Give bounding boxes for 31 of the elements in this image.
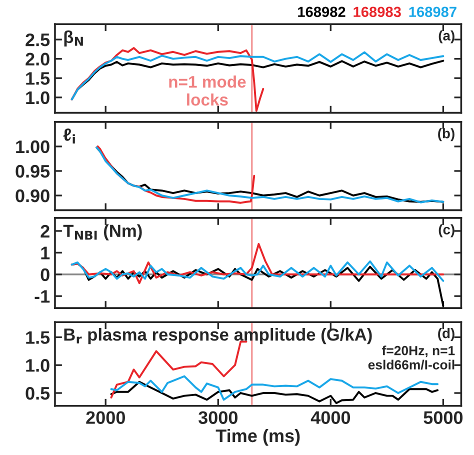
x-tick-label: 3000 [198,411,238,424]
annotation: T$_{NBI}$ (Nm) [63,224,142,240]
x-tick-label: 4000 [310,411,350,424]
y-tick-label: 0 [40,268,50,282]
y-tick-label: 2.0 [26,52,50,66]
annotation: (c) [438,224,454,238]
annotation: f=20Hz, n=1 esld66m/I-coil [368,346,455,370]
y-tick-label: 1 [41,246,50,260]
x-tick-label: 2000 [86,411,125,424]
y-tick-label: 0.90 [16,189,50,202]
annotation: β$_{N}$ [64,30,83,47]
y-tick-label: 1.0 [26,359,50,372]
annotation: n=1 mode locks [169,75,246,106]
annotation: (d) [438,328,454,341]
text: 168987 [409,6,456,18]
y-tick-label: 0.5 [26,386,50,400]
y-tick-label: 2.5 [26,33,50,46]
y-tick-label: 1.0 [26,91,50,104]
annotation: (b) [438,128,454,142]
y-tick-label: 0.95 [16,164,50,178]
text: 168983 [354,6,401,18]
annotation: (a) [438,30,454,44]
text: 168982 [298,6,346,18]
y-tick-label: 1.5 [26,331,50,344]
y-tick-label: 1.00 [16,140,50,154]
x-tick-label: 5000 [424,411,463,424]
annotation: ℓ$_{i}$ [63,128,75,144]
y-tick-label: 2 [40,224,50,238]
y-tick-label: 1.5 [26,72,50,85]
x-axis-title: Time (ms) [216,428,300,446]
y-tick-label: -1 [34,290,50,303]
